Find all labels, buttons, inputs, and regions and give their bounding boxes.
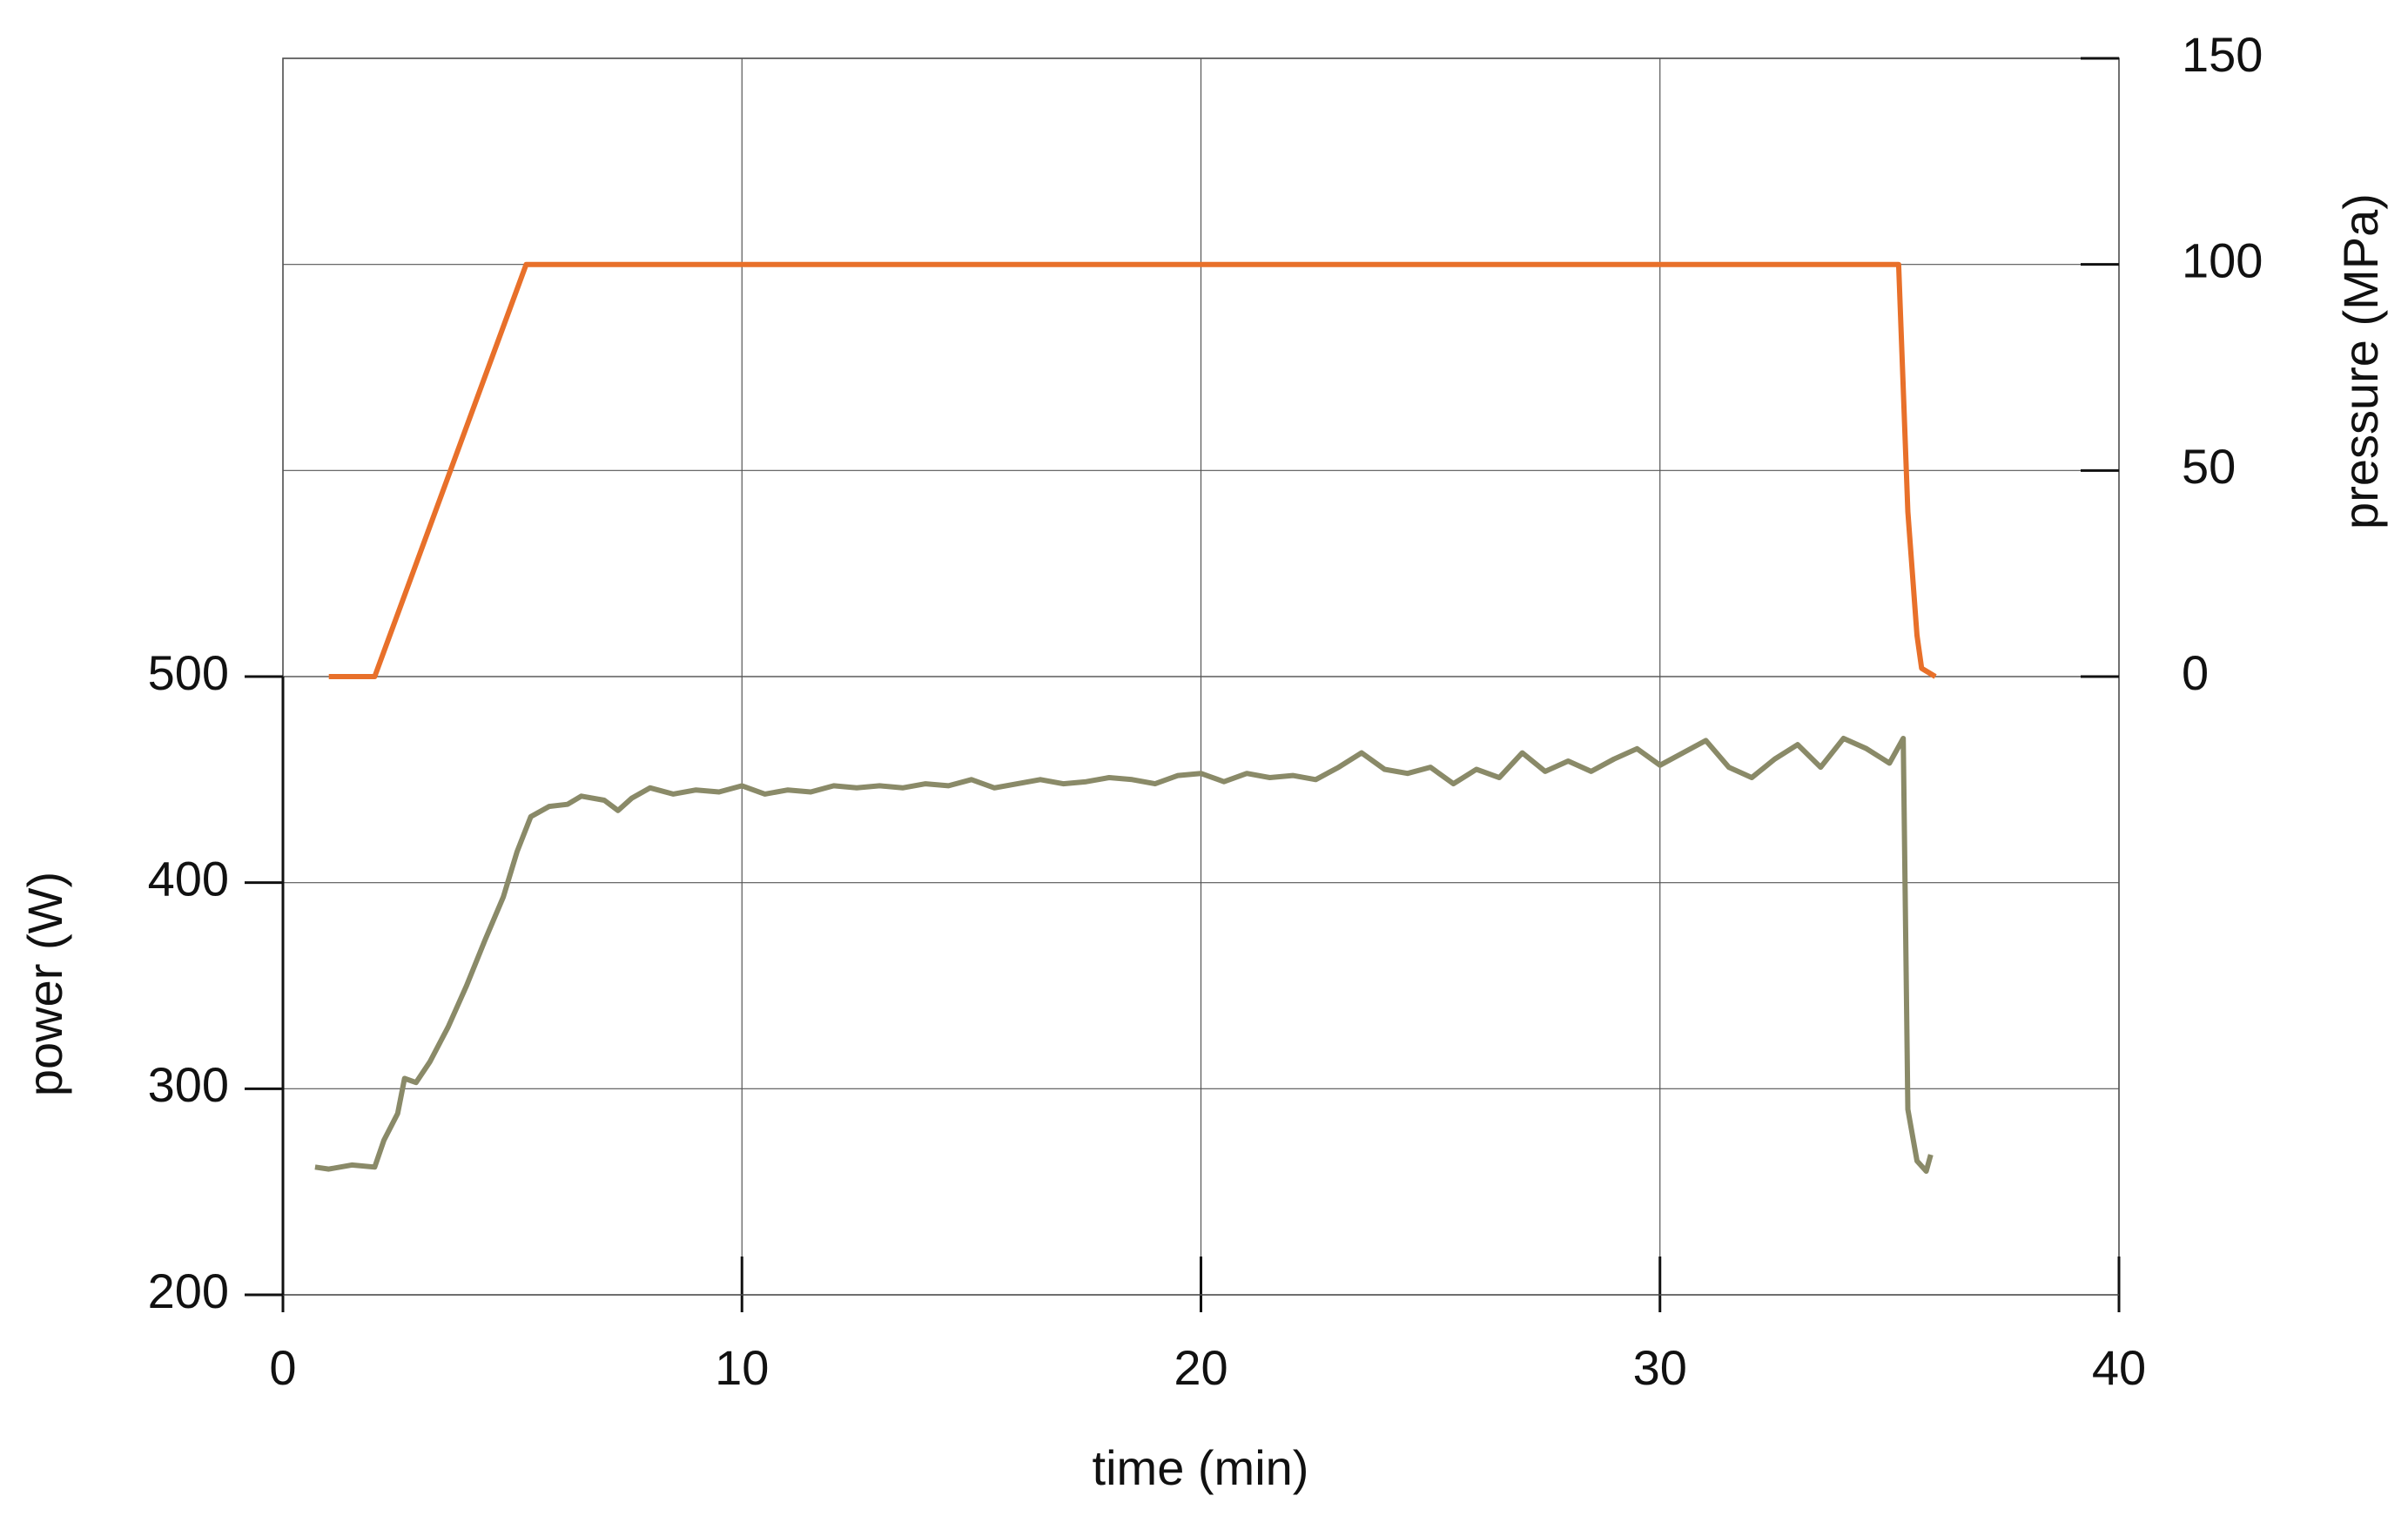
y2-tick-label: 0 (2182, 645, 2209, 700)
y2-tick-label: 100 (2182, 232, 2263, 287)
x-tick-label: 0 (269, 1340, 296, 1395)
x-tick-label: 20 (1174, 1340, 1228, 1395)
y-tick-label: 300 (148, 1057, 229, 1112)
y-axis-label: power (W) (17, 872, 72, 1096)
y-tick-label: 400 (148, 851, 229, 906)
data-line (314, 736, 1934, 1174)
x-tick-label: 10 (715, 1340, 769, 1395)
y2-tick-label: 50 (2182, 439, 2236, 494)
y2-tick-label: 150 (2182, 27, 2263, 82)
y-tick-label: 200 (148, 1263, 229, 1318)
x-tick-label: 30 (1633, 1340, 1687, 1395)
y2-axis-label: pressure (MPa) (2333, 193, 2388, 529)
data-line (328, 261, 1937, 679)
x-axis-label: time (min) (1093, 1440, 1309, 1495)
y-tick-label: 500 (148, 645, 229, 700)
x-tick-label: 40 (2092, 1340, 2146, 1395)
